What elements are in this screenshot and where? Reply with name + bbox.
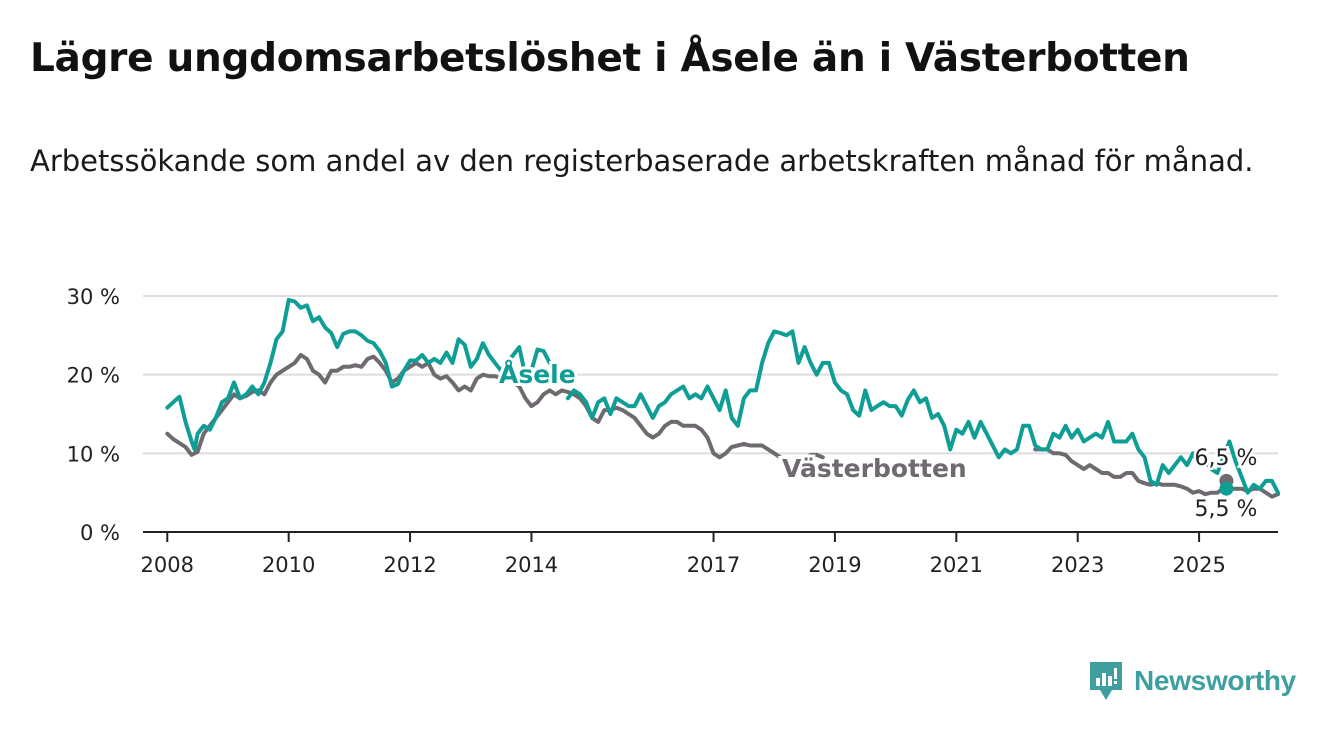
end-point-asele [1219,481,1234,496]
x-tick-label: 2014 [505,553,558,577]
series-label-asele: Åsele [499,360,576,389]
x-tick-label: 2008 [141,553,194,577]
x-tick-label: 2025 [1172,553,1225,577]
x-tick-label: 2012 [383,553,436,577]
brand-name: Newsworthy [1134,665,1296,696]
y-tick-label: 10 % [67,442,120,466]
chart-subtitle: Arbetssökande som andel av den registerb… [30,144,1254,178]
chart-title: Lägre ungdomsarbetslöshet i Åsele än i V… [30,36,1190,81]
y-tick-label: 20 % [67,364,120,388]
series-line-vasterbotten [165,353,825,470]
newsworthy-logo: Newsworthy [1088,660,1296,702]
series-line-asele [565,329,1280,495]
series-line-asele [165,297,552,452]
y-tick-label: 30 % [67,285,120,309]
y-tick-label: 0 % [80,521,120,545]
x-tick-label: 2010 [262,553,315,577]
newsworthy-logo-icon [1090,662,1122,700]
x-tick-label: 2021 [930,553,983,577]
x-tick-label: 2017 [687,553,740,577]
line-chart: 0 % 10 % 20 % 30 % 2008 2010 2012 2014 2017 2019 2… [67,285,1280,577]
series-label-vasterbotten: Västerbotten [782,454,967,483]
end-label-vasterbotten: 6,5 % [1195,446,1258,471]
end-label-asele: 5,5 % [1195,497,1258,522]
x-tick-label: 2023 [1051,553,1104,577]
x-tick-label: 2019 [808,553,861,577]
